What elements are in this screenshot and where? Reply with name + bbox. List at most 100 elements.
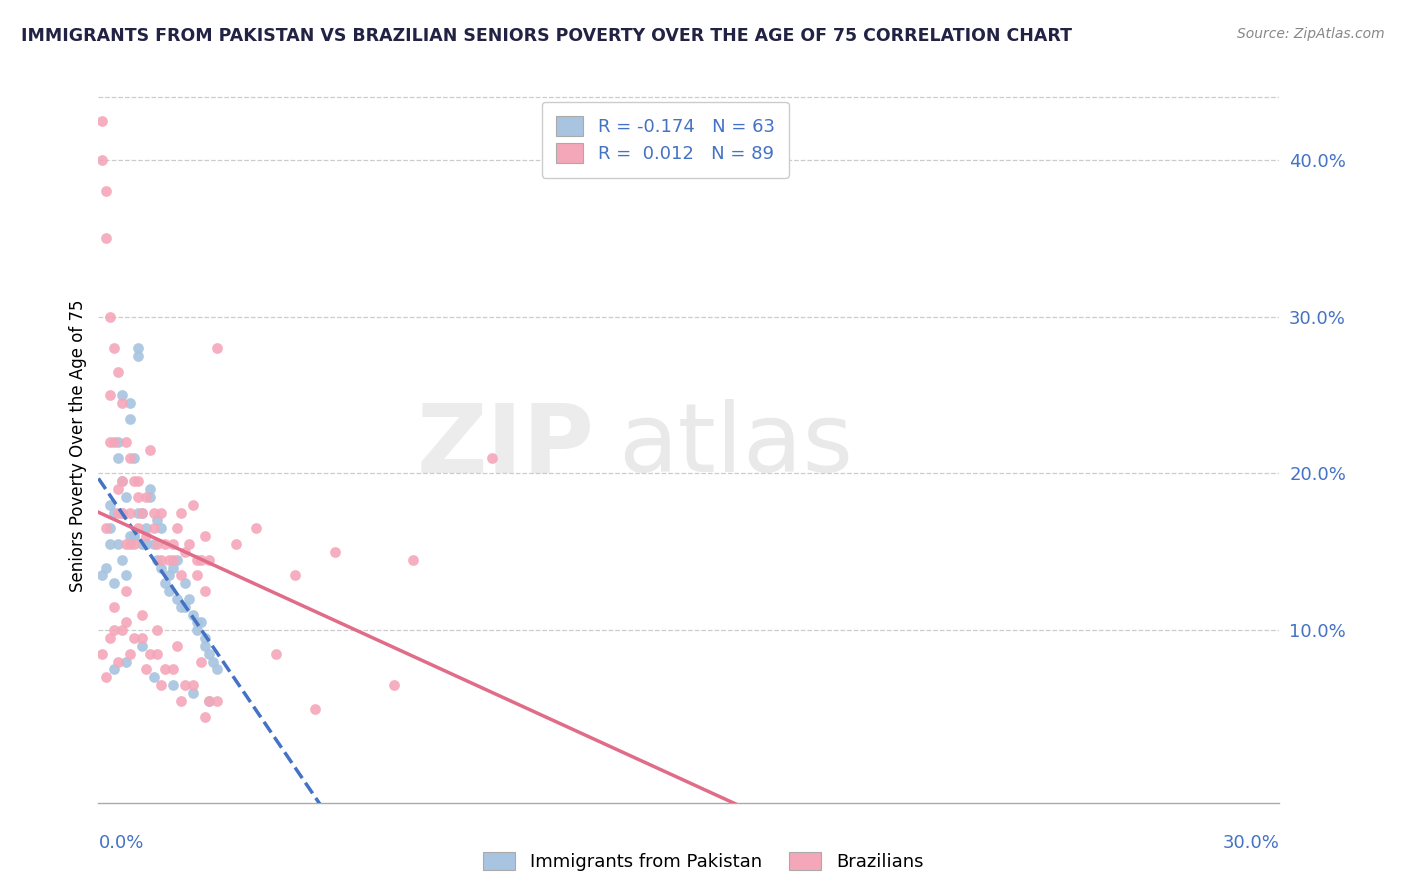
Point (194, 584, 217, 599)
Point (107, 655, 129, 669)
Text: 0.0%: 0.0% (98, 834, 143, 852)
Point (157, 552, 180, 566)
Point (122, 450, 145, 465)
Point (98, 631, 121, 645)
Point (127, 349, 149, 363)
Point (115, 615, 138, 630)
Point (174, 678, 197, 692)
Point (150, 506, 173, 520)
Point (162, 560, 184, 574)
Point (118, 396, 141, 410)
Point (111, 475, 134, 489)
Point (131, 607, 153, 622)
Point (146, 624, 169, 638)
Point (122, 529, 145, 543)
Point (190, 655, 212, 669)
Point (107, 482, 129, 496)
Point (186, 568, 208, 582)
Point (197, 552, 219, 566)
Point (197, 694, 219, 708)
Point (131, 631, 153, 645)
Point (135, 537, 157, 551)
Point (194, 639, 217, 653)
Point (98, 310, 121, 324)
Point (96, 231, 118, 245)
Point (481, 450, 503, 465)
Point (122, 537, 145, 551)
Point (111, 388, 134, 402)
Point (155, 537, 177, 551)
Point (142, 506, 165, 520)
Point (111, 396, 134, 410)
Point (118, 537, 141, 551)
Point (103, 506, 125, 520)
Point (155, 663, 177, 677)
Point (181, 498, 204, 512)
Point (162, 537, 184, 551)
Point (98, 521, 121, 535)
Point (284, 568, 307, 582)
Point (150, 521, 173, 535)
Point (166, 591, 188, 606)
Point (96, 184, 118, 198)
Point (181, 686, 204, 700)
Point (135, 663, 157, 677)
Point (194, 529, 217, 543)
Point (138, 490, 160, 504)
Point (122, 529, 145, 543)
Point (107, 364, 129, 378)
Point (103, 341, 125, 355)
Point (205, 694, 228, 708)
Point (190, 552, 212, 566)
Point (245, 521, 267, 535)
Point (166, 552, 188, 566)
Point (177, 591, 200, 606)
Point (118, 647, 141, 661)
Point (304, 702, 326, 716)
Point (98, 435, 121, 450)
Point (197, 694, 219, 708)
Point (155, 576, 177, 591)
Text: atlas: atlas (619, 400, 853, 492)
Point (131, 506, 153, 520)
Point (162, 552, 184, 566)
Point (264, 647, 287, 661)
Point (91, 568, 114, 582)
Point (107, 435, 129, 450)
Point (103, 663, 125, 677)
Point (382, 678, 405, 692)
Point (138, 442, 160, 457)
Point (186, 552, 208, 566)
Point (131, 506, 153, 520)
Point (111, 552, 134, 566)
Point (127, 475, 149, 489)
Point (118, 506, 141, 520)
Point (118, 450, 141, 465)
Point (142, 521, 165, 535)
Point (118, 411, 141, 425)
Point (96, 560, 118, 574)
Point (194, 631, 217, 645)
Point (103, 435, 125, 450)
Point (115, 584, 138, 599)
Point (402, 552, 425, 566)
Point (127, 490, 149, 504)
Point (181, 678, 204, 692)
Point (174, 576, 197, 591)
Point (150, 552, 173, 566)
Point (142, 537, 165, 551)
Point (135, 529, 157, 543)
Point (157, 568, 180, 582)
Point (115, 568, 138, 582)
Point (131, 639, 153, 653)
Legend: Immigrants from Pakistan, Brazilians: Immigrants from Pakistan, Brazilians (475, 845, 931, 879)
Point (166, 639, 188, 653)
Point (170, 599, 193, 614)
Point (323, 545, 346, 559)
Point (96, 521, 118, 535)
Point (91, 647, 114, 661)
Point (107, 450, 129, 465)
Legend: R = -0.174   N = 63, R =  0.012   N = 89: R = -0.174 N = 63, R = 0.012 N = 89 (541, 102, 789, 178)
Point (127, 506, 149, 520)
Point (186, 615, 208, 630)
